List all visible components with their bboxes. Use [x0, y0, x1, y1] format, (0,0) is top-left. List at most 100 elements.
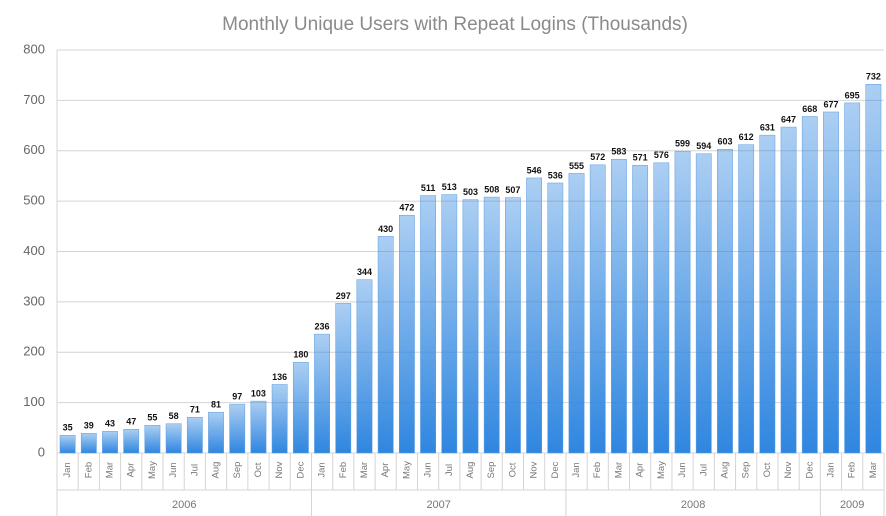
bar — [208, 411, 224, 454]
x-tick-label: Feb — [338, 462, 349, 478]
x-tick-label: Mar — [359, 462, 370, 478]
value-label: 344 — [357, 267, 372, 277]
bar — [271, 384, 288, 454]
x-tick-label: Feb — [592, 462, 603, 478]
bar — [335, 303, 352, 454]
x-tick-label: Jul — [698, 464, 709, 476]
y-tick-label: 600 — [23, 142, 45, 157]
x-tick-label: Apr — [635, 463, 646, 478]
value-label: 612 — [739, 132, 754, 142]
value-label: 555 — [569, 161, 584, 171]
bar — [59, 435, 76, 454]
x-tick-label: Oct — [507, 462, 518, 477]
group-label: 2008 — [681, 499, 705, 511]
value-label: 546 — [527, 165, 542, 175]
value-label: 572 — [590, 152, 605, 162]
x-tick-label: Sep — [232, 462, 243, 479]
value-label: 47 — [126, 417, 136, 427]
bar — [144, 425, 161, 454]
x-tick-label: Jun — [423, 462, 434, 477]
value-label: 180 — [293, 350, 308, 360]
bar — [356, 279, 373, 454]
value-label: 39 — [84, 421, 94, 431]
value-label: 677 — [823, 99, 838, 109]
x-tick-label: Jan — [317, 462, 328, 477]
value-label: 236 — [315, 321, 330, 331]
bar — [420, 195, 436, 454]
value-label: 695 — [845, 90, 860, 100]
x-tick-label: Jun — [168, 462, 179, 477]
y-tick-label: 200 — [23, 344, 45, 359]
bar — [123, 429, 140, 454]
bar — [186, 416, 203, 454]
bar — [292, 362, 309, 454]
value-label: 503 — [463, 187, 478, 197]
value-label: 536 — [548, 170, 563, 180]
y-tick-label: 700 — [23, 92, 45, 107]
y-tick-label: 500 — [23, 193, 45, 208]
value-label: 71 — [190, 405, 200, 415]
x-tick-label: Aug — [465, 462, 476, 479]
x-tick-label: Feb — [847, 462, 858, 478]
bar — [462, 199, 479, 454]
value-label: 103 — [251, 388, 266, 398]
value-label: 97 — [232, 392, 242, 402]
value-label: 430 — [378, 224, 393, 234]
chart-title: Monthly Unique Users with Repeat Logins … — [222, 14, 688, 35]
value-label: 668 — [802, 104, 817, 114]
value-label: 576 — [654, 150, 669, 160]
bar — [568, 173, 585, 454]
x-tick-label: Jun — [677, 462, 688, 477]
x-tick-label: May — [656, 461, 667, 479]
group-label: 2009 — [840, 499, 864, 511]
bar — [314, 333, 330, 454]
x-tick-label: Nov — [529, 461, 540, 478]
bar — [526, 177, 542, 454]
value-label: 43 — [105, 419, 115, 429]
x-tick-label: Sep — [741, 462, 752, 479]
y-tick-label: 100 — [23, 394, 45, 409]
value-label: 507 — [505, 185, 520, 195]
bar — [844, 102, 861, 454]
x-tick-label: Mar — [613, 462, 624, 478]
x-tick-label: Jul — [444, 464, 455, 476]
group-label: 2006 — [172, 499, 196, 511]
x-tick-label: Feb — [83, 462, 94, 478]
value-label: 35 — [63, 423, 73, 433]
bar — [780, 126, 797, 454]
x-tick-label: Sep — [486, 462, 497, 479]
bar — [399, 214, 415, 454]
value-label: 472 — [399, 203, 414, 213]
bar — [483, 196, 500, 454]
bar — [823, 111, 839, 454]
bar — [589, 164, 606, 454]
value-label: 647 — [781, 114, 796, 124]
bar — [441, 194, 458, 454]
bar — [801, 116, 818, 454]
value-label: 508 — [484, 184, 499, 194]
bar — [505, 197, 521, 454]
bar — [80, 433, 97, 454]
y-tick-label: 400 — [23, 243, 45, 258]
x-tick-label: Dec — [295, 461, 306, 478]
x-tick-label: Oct — [253, 462, 264, 477]
x-tick-label: Nov — [274, 461, 285, 478]
bar — [229, 403, 246, 454]
bar — [865, 84, 882, 454]
value-label: 594 — [696, 141, 711, 151]
bar — [547, 182, 564, 454]
y-tick-label: 300 — [23, 293, 45, 308]
bar — [377, 236, 394, 454]
x-tick-label: Apr — [380, 463, 391, 478]
bar — [717, 148, 733, 454]
x-tick-label: Dec — [550, 461, 561, 478]
bar — [653, 162, 670, 454]
value-label: 631 — [760, 123, 775, 133]
value-label: 571 — [633, 153, 648, 163]
bar — [611, 159, 627, 454]
x-tick-label: Nov — [783, 461, 794, 478]
bar — [102, 431, 118, 454]
x-tick-label: Jan — [826, 462, 837, 477]
